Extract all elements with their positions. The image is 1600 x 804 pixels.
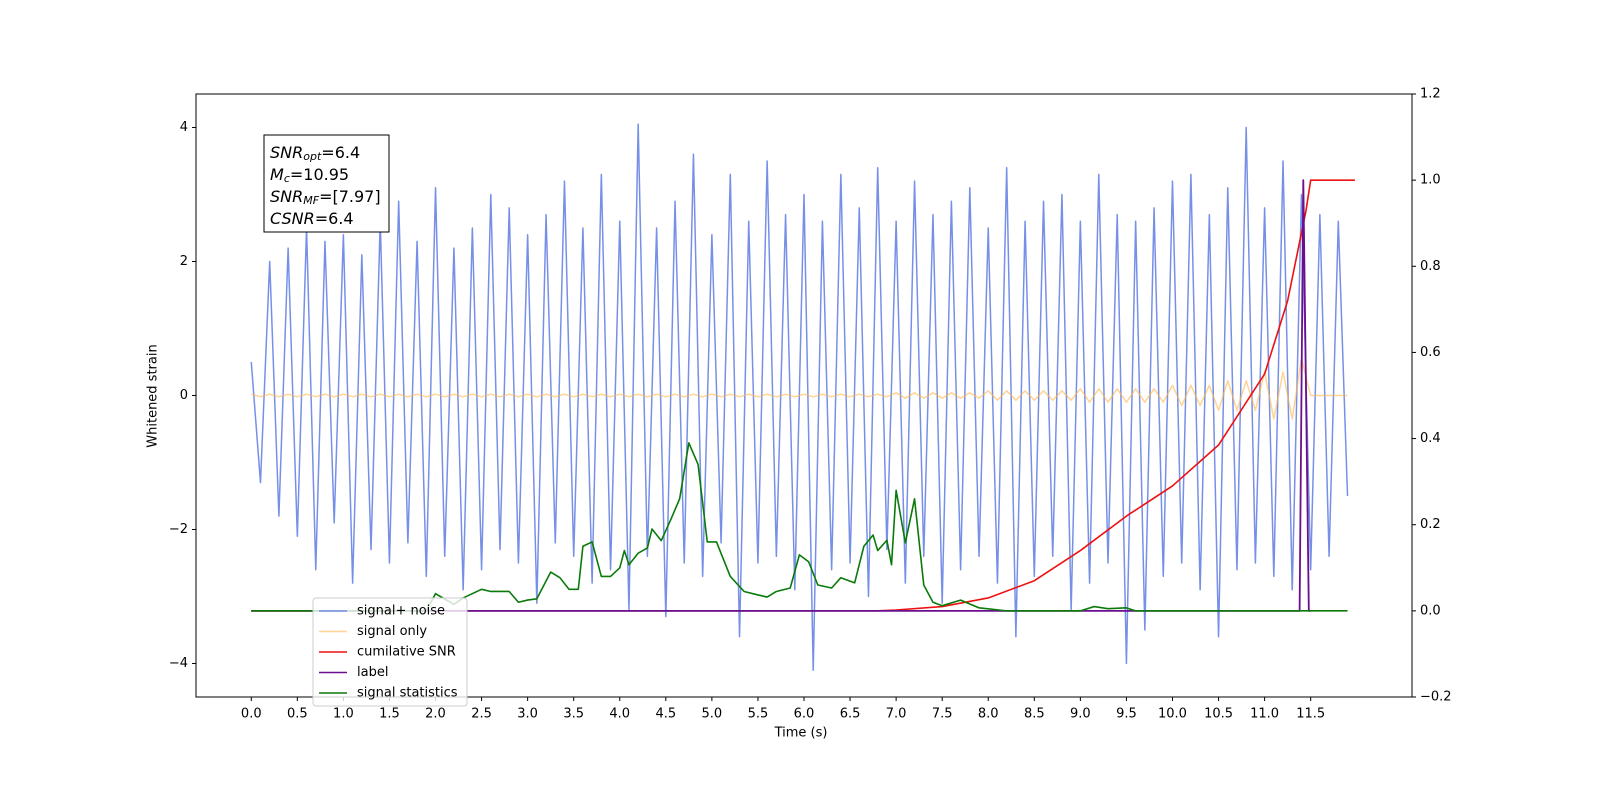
legend-label: label [357,665,388,680]
x-tick-label: 11.5 [1296,707,1325,722]
x-tick-label: 9.0 [1070,707,1091,722]
legend-frame [312,597,468,707]
y2-tick-label: 1.0 [1420,173,1441,188]
x-tick-label: 2.0 [425,707,446,722]
x-tick-label: 5.0 [702,707,723,722]
x-tick-label: 3.0 [517,707,538,722]
x-tick-label: 11.0 [1250,707,1279,722]
annotation-sub: opt [303,150,322,163]
series-line [251,179,1355,612]
annotation-value: =6.4 [315,209,354,228]
y2-tick-label: −0.2 [1420,690,1452,705]
x-tick-label: 7.5 [932,707,953,722]
annotation-base: SNR [270,143,303,162]
annotation-sub: MF [303,194,319,207]
annotation-frame [263,134,390,233]
x-tick-label: 4.5 [655,707,676,722]
y-tick-label: 4 [180,120,188,135]
y2-tick-label: 0.6 [1420,345,1441,360]
y-tick-label: −4 [169,656,188,671]
x-tick-label: 6.0 [794,707,815,722]
legend-label: signal only [357,624,427,639]
x-tick-label: 5.5 [748,707,769,722]
series-line [250,123,1349,671]
x-tick-label: 0.0 [241,707,262,722]
annotation-text: SNRopt=6.4 [270,143,360,164]
legend-label: cumilative SNR [357,645,456,660]
series-line [251,442,1348,612]
x-tick-label: 10.0 [1158,707,1187,722]
x-tick-label: 9.5 [1116,707,1137,722]
annotation-base: M [270,165,284,184]
annotation-sub: c [284,172,290,185]
x-tick-label: 1.5 [379,707,400,722]
annotation-value: =10.95 [290,165,349,184]
legend-label: signal statistics [357,686,458,701]
x-tick-label: 0.5 [287,707,308,722]
y2-tick-label: 1.2 [1420,87,1441,102]
annotation-base: SNR [270,187,303,206]
x-tick-label: 10.5 [1204,707,1233,722]
y2-tick-label: 0.8 [1420,259,1441,274]
y2-tick-label: 0.4 [1420,431,1441,446]
x-tick-label: 6.5 [840,707,861,722]
y2-tick-label: 0.2 [1420,517,1441,532]
x-axis-label: Time (s) [774,726,828,741]
x-tick-label: 4.0 [609,707,630,722]
annotation-value: =[7.97] [319,187,381,206]
x-tick-label: 7.0 [886,707,907,722]
x-tick-label: 2.5 [471,707,492,722]
annotation-text: Mc=10.95 [270,165,349,186]
y2-tick-label: 0.0 [1420,603,1441,618]
x-tick-label: 8.5 [1024,707,1045,722]
legend: signal+ noise signal only cumilative SNR la… [312,597,468,707]
legend-label: signal+ noise [357,604,445,619]
y-tick-label: −2 [169,522,188,537]
x-tick-label: 8.0 [978,707,999,722]
annotation-value: =6.4 [321,143,360,162]
y-axis-label: Whitened strain [146,344,161,447]
x-tick-label: 1.0 [333,707,354,722]
series-line [251,357,1348,420]
annotation-text: CSNR=6.4 [270,209,354,228]
annotation-base: CSNR [270,209,315,228]
annotation-text: SNRMF=[7.97] [270,187,381,208]
x-tick-label: 3.5 [563,707,584,722]
y-tick-label: 2 [180,254,188,269]
y-tick-label: 0 [180,388,188,403]
